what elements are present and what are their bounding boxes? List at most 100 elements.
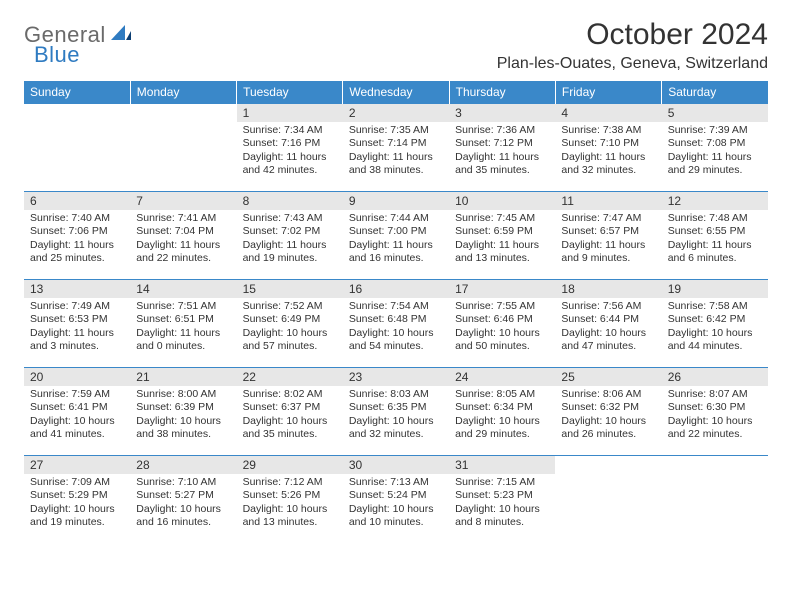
daylight-line: Daylight: 11 hours and 42 minutes.: [243, 151, 337, 178]
day-number: 7: [130, 192, 236, 210]
sunset-line: Sunset: 7:00 PM: [349, 225, 443, 238]
calendar-cell: 20Sunrise: 7:59 AMSunset: 6:41 PMDayligh…: [24, 368, 130, 456]
day-details: Sunrise: 8:07 AMSunset: 6:30 PMDaylight:…: [662, 386, 768, 446]
daylight-line: Daylight: 10 hours and 19 minutes.: [30, 503, 124, 530]
daylight-line: Daylight: 10 hours and 38 minutes.: [136, 415, 230, 442]
daylight-line: Daylight: 10 hours and 54 minutes.: [349, 327, 443, 354]
sunrise-line: Sunrise: 7:34 AM: [243, 124, 337, 137]
daylight-line: Daylight: 11 hours and 35 minutes.: [455, 151, 549, 178]
sunset-line: Sunset: 6:41 PM: [30, 401, 124, 414]
day-header: Wednesday: [343, 81, 449, 104]
sunrise-line: Sunrise: 7:40 AM: [30, 212, 124, 225]
day-number: 9: [343, 192, 449, 210]
sunset-line: Sunset: 5:26 PM: [243, 489, 337, 502]
day-details: Sunrise: 7:35 AMSunset: 7:14 PMDaylight:…: [343, 122, 449, 182]
day-details: Sunrise: 8:06 AMSunset: 6:32 PMDaylight:…: [555, 386, 661, 446]
calendar-page: General October 2024 Plan-les-Ouates, Ge…: [0, 0, 792, 544]
sunset-line: Sunset: 7:02 PM: [243, 225, 337, 238]
day-details: Sunrise: 7:36 AMSunset: 7:12 PMDaylight:…: [449, 122, 555, 182]
location: Plan-les-Ouates, Geneva, Switzerland: [497, 55, 768, 73]
calendar-body: ..1Sunrise: 7:34 AMSunset: 7:16 PMDaylig…: [24, 104, 768, 544]
daylight-line: Daylight: 11 hours and 16 minutes.: [349, 239, 443, 266]
day-number: 22: [237, 368, 343, 386]
sunrise-line: Sunrise: 7:43 AM: [243, 212, 337, 225]
day-details: Sunrise: 7:49 AMSunset: 6:53 PMDaylight:…: [24, 298, 130, 358]
sunrise-line: Sunrise: 8:03 AM: [349, 388, 443, 401]
sunset-line: Sunset: 7:10 PM: [561, 137, 655, 150]
daylight-line: Daylight: 11 hours and 0 minutes.: [136, 327, 230, 354]
day-number: 10: [449, 192, 555, 210]
sunset-line: Sunset: 6:37 PM: [243, 401, 337, 414]
day-details: Sunrise: 7:10 AMSunset: 5:27 PMDaylight:…: [130, 474, 236, 534]
day-details: Sunrise: 7:34 AMSunset: 7:16 PMDaylight:…: [237, 122, 343, 182]
sunset-line: Sunset: 7:16 PM: [243, 137, 337, 150]
calendar-cell: 24Sunrise: 8:05 AMSunset: 6:34 PMDayligh…: [449, 368, 555, 456]
daylight-line: Daylight: 10 hours and 47 minutes.: [561, 327, 655, 354]
sunrise-line: Sunrise: 8:05 AM: [455, 388, 549, 401]
day-details: Sunrise: 7:51 AMSunset: 6:51 PMDaylight:…: [130, 298, 236, 358]
sunset-line: Sunset: 6:39 PM: [136, 401, 230, 414]
calendar-cell: 14Sunrise: 7:51 AMSunset: 6:51 PMDayligh…: [130, 280, 236, 368]
daylight-line: Daylight: 10 hours and 50 minutes.: [455, 327, 549, 354]
calendar-cell: .: [662, 456, 768, 544]
day-number: 31: [449, 456, 555, 474]
calendar-cell: 16Sunrise: 7:54 AMSunset: 6:48 PMDayligh…: [343, 280, 449, 368]
sunrise-line: Sunrise: 7:52 AM: [243, 300, 337, 313]
calendar-cell: 7Sunrise: 7:41 AMSunset: 7:04 PMDaylight…: [130, 192, 236, 280]
day-number: 8: [237, 192, 343, 210]
sunrise-line: Sunrise: 7:35 AM: [349, 124, 443, 137]
day-header: Monday: [130, 81, 236, 104]
day-number: 14: [130, 280, 236, 298]
sunset-line: Sunset: 6:44 PM: [561, 313, 655, 326]
calendar-cell: 12Sunrise: 7:48 AMSunset: 6:55 PMDayligh…: [662, 192, 768, 280]
day-number: 29: [237, 456, 343, 474]
sunrise-line: Sunrise: 7:49 AM: [30, 300, 124, 313]
sunrise-line: Sunrise: 7:47 AM: [561, 212, 655, 225]
calendar-cell: 21Sunrise: 8:00 AMSunset: 6:39 PMDayligh…: [130, 368, 236, 456]
sunset-line: Sunset: 5:27 PM: [136, 489, 230, 502]
sunset-line: Sunset: 7:14 PM: [349, 137, 443, 150]
calendar-cell: 19Sunrise: 7:58 AMSunset: 6:42 PMDayligh…: [662, 280, 768, 368]
day-number: 12: [662, 192, 768, 210]
day-number: 17: [449, 280, 555, 298]
calendar-cell: .: [130, 104, 236, 192]
daylight-line: Daylight: 11 hours and 29 minutes.: [668, 151, 762, 178]
calendar-cell: 17Sunrise: 7:55 AMSunset: 6:46 PMDayligh…: [449, 280, 555, 368]
daylight-line: Daylight: 10 hours and 29 minutes.: [455, 415, 549, 442]
day-number: 16: [343, 280, 449, 298]
daylight-line: Daylight: 10 hours and 41 minutes.: [30, 415, 124, 442]
day-number: 4: [555, 104, 661, 122]
calendar-cell: 18Sunrise: 7:56 AMSunset: 6:44 PMDayligh…: [555, 280, 661, 368]
day-details: Sunrise: 7:43 AMSunset: 7:02 PMDaylight:…: [237, 210, 343, 270]
calendar-cell: 26Sunrise: 8:07 AMSunset: 6:30 PMDayligh…: [662, 368, 768, 456]
sunrise-line: Sunrise: 7:59 AM: [30, 388, 124, 401]
day-details: Sunrise: 8:00 AMSunset: 6:39 PMDaylight:…: [130, 386, 236, 446]
calendar-cell: 30Sunrise: 7:13 AMSunset: 5:24 PMDayligh…: [343, 456, 449, 544]
daylight-line: Daylight: 10 hours and 35 minutes.: [243, 415, 337, 442]
sunrise-line: Sunrise: 8:00 AM: [136, 388, 230, 401]
day-details: Sunrise: 7:40 AMSunset: 7:06 PMDaylight:…: [24, 210, 130, 270]
daylight-line: Daylight: 11 hours and 38 minutes.: [349, 151, 443, 178]
calendar-cell: 1Sunrise: 7:34 AMSunset: 7:16 PMDaylight…: [237, 104, 343, 192]
day-number: 21: [130, 368, 236, 386]
sunrise-line: Sunrise: 7:51 AM: [136, 300, 230, 313]
sunrise-line: Sunrise: 7:48 AM: [668, 212, 762, 225]
day-details: Sunrise: 7:47 AMSunset: 6:57 PMDaylight:…: [555, 210, 661, 270]
daylight-line: Daylight: 11 hours and 3 minutes.: [30, 327, 124, 354]
day-details: Sunrise: 7:52 AMSunset: 6:49 PMDaylight:…: [237, 298, 343, 358]
sunrise-line: Sunrise: 7:39 AM: [668, 124, 762, 137]
day-number: 5: [662, 104, 768, 122]
daylight-line: Daylight: 11 hours and 19 minutes.: [243, 239, 337, 266]
day-header: Friday: [555, 81, 661, 104]
sunrise-line: Sunrise: 8:06 AM: [561, 388, 655, 401]
sunset-line: Sunset: 6:32 PM: [561, 401, 655, 414]
calendar-week-row: ..1Sunrise: 7:34 AMSunset: 7:16 PMDaylig…: [24, 104, 768, 192]
sunrise-line: Sunrise: 8:02 AM: [243, 388, 337, 401]
calendar-cell: 2Sunrise: 7:35 AMSunset: 7:14 PMDaylight…: [343, 104, 449, 192]
daylight-line: Daylight: 10 hours and 44 minutes.: [668, 327, 762, 354]
sunrise-line: Sunrise: 7:36 AM: [455, 124, 549, 137]
calendar-cell: 11Sunrise: 7:47 AMSunset: 6:57 PMDayligh…: [555, 192, 661, 280]
sunrise-line: Sunrise: 7:58 AM: [668, 300, 762, 313]
header: General October 2024 Plan-les-Ouates, Ge…: [24, 18, 768, 73]
day-number: 2: [343, 104, 449, 122]
